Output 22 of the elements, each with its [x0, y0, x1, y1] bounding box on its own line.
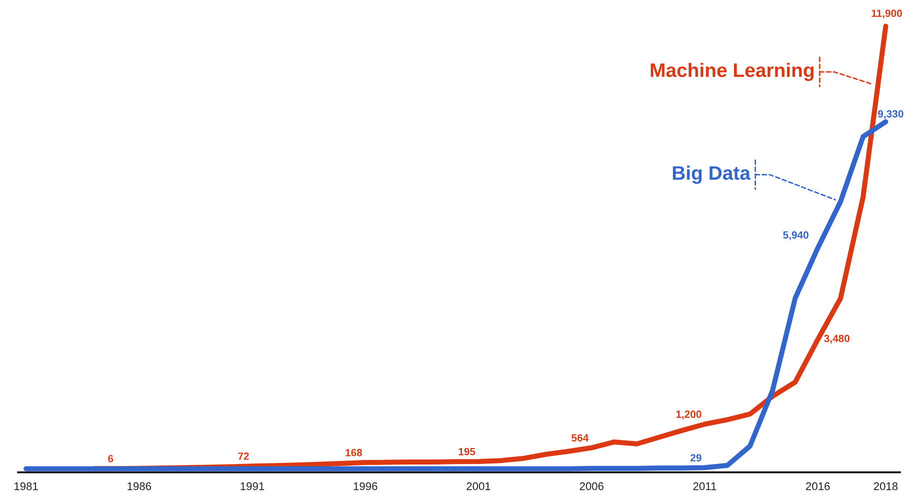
x-tick-label: 2018 [874, 482, 898, 490]
data-label: 3,480 [824, 334, 850, 344]
x-tick-label: 2001 [466, 482, 490, 490]
data-label: 1,200 [676, 410, 702, 420]
x-tick-label: 2006 [580, 482, 604, 490]
data-label: 6 [108, 454, 114, 462]
data-label: 564 [572, 434, 589, 442]
x-tick-label: 1986 [128, 482, 152, 490]
x-tick-label: 2016 [806, 482, 830, 490]
data-label: 11,900 [872, 10, 902, 18]
x-tick-label: 1991 [240, 482, 264, 490]
data-label: 72 [238, 452, 249, 460]
data-label: 5,940 [783, 231, 808, 240]
x-tick-label: 2011 [693, 482, 716, 490]
x-tick-label: 1981 [14, 482, 38, 490]
legend-label: Machine Learning [650, 62, 814, 82]
data-label: 9,330 [878, 110, 904, 120]
data-label: 195 [458, 448, 476, 456]
data-label: 29 [690, 454, 702, 462]
x-tick-label: 1996 [354, 482, 378, 490]
data-label: 168 [346, 448, 362, 456]
legend-label: Big Data [672, 166, 751, 184]
